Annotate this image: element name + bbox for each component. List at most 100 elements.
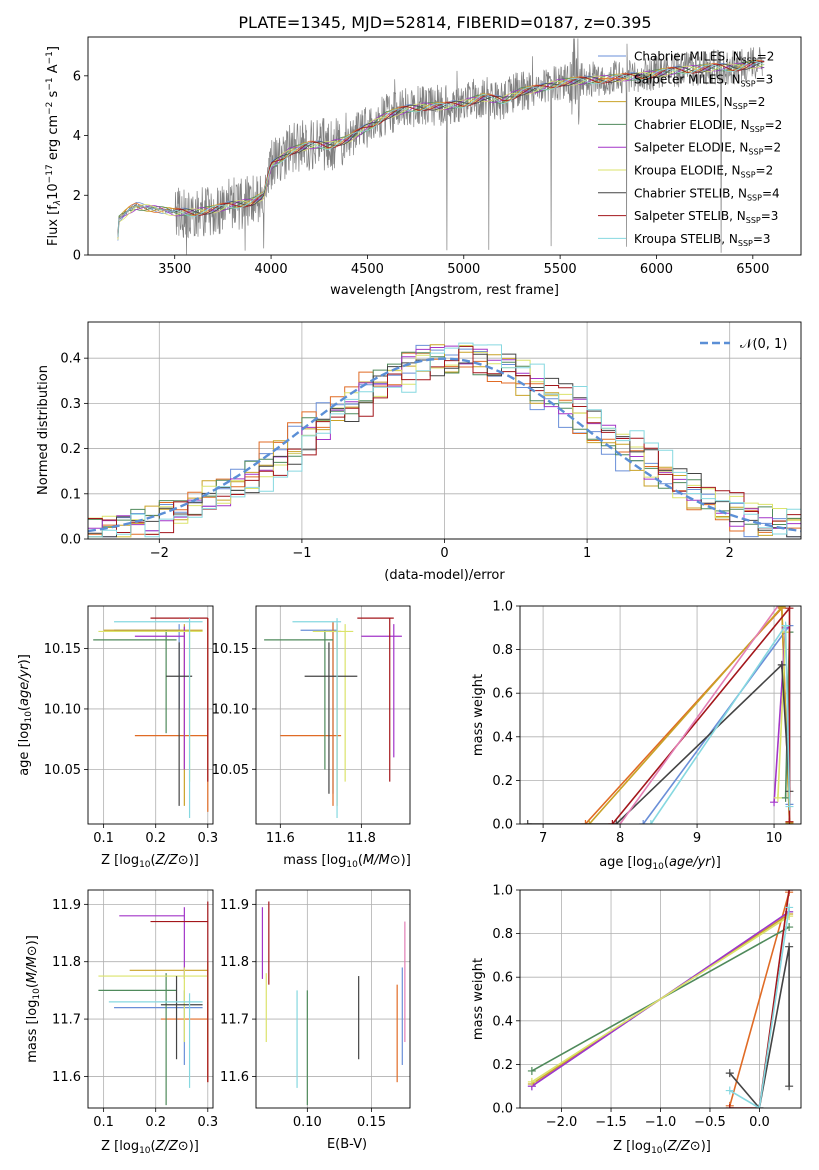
spectrum-axes: 3500 4000 4500 5000 5500 6000 6500 0 2 4 6 waveleng… (45, 36, 802, 298)
y-tick-label: 0.4 (492, 1014, 513, 1029)
label-part: ( (663, 1139, 668, 1154)
series-chabrier-miles-marker (639, 820, 648, 824)
series-salpeter-stelib (729, 890, 790, 1108)
y-tick-label: 0.4 (492, 730, 513, 745)
series-kroupa-elodie (777, 632, 787, 798)
weight_vs_age-frame (519, 605, 802, 825)
series-kroupa-stelib (729, 907, 790, 1108)
x-tick-label: 11.8 (347, 831, 376, 846)
label-part: )] (25, 935, 40, 945)
normal-curve (88, 357, 801, 533)
label-part: Z/Z⊙ (155, 1139, 189, 1154)
y-tick-label: 0.2 (492, 1058, 513, 1073)
y-tick-label: 0 (73, 249, 81, 264)
label-part: s (46, 90, 61, 101)
label-part: age [log (17, 723, 32, 776)
label-part: Z/Z⊙ (667, 1139, 701, 1154)
y-tick-label: 10.10 (44, 702, 81, 717)
legend-entry: Kroupa ELODIE, NSSP=2 (634, 164, 773, 180)
x-axis-label: Z [log10(Z/Z⊙)] (101, 1139, 199, 1156)
label-part: )] (401, 853, 411, 868)
series-salpeter-miles (729, 891, 790, 1107)
legend-sub: SSP (748, 148, 763, 157)
y-tick-label: 2 (73, 189, 81, 204)
legend-text: Chabrier ELODIE, N (634, 118, 750, 132)
x-tick-label: 0.1 (93, 1115, 114, 1130)
model-kroupa-stelib (117, 61, 765, 238)
x-tick-label: 0.3 (197, 831, 218, 846)
series-salpeter-stelib-marker (725, 1104, 734, 1108)
label-sup: −17 (45, 164, 55, 183)
label-sub: 10 (24, 711, 34, 723)
x-tick-label: 0.3 (197, 1115, 218, 1130)
legend-sub: SSP (733, 102, 748, 111)
y-axis-label: age [log10(age/yr)] (17, 654, 34, 776)
figure-title: PLATE=1345, MJD=52814, FIBERID=0187, z=0… (238, 13, 651, 32)
x-tick-label: 5000 (447, 262, 480, 277)
label-part: ( (17, 706, 32, 711)
label-part: ( (151, 853, 156, 868)
series-kroupa-elodie (531, 915, 790, 1083)
label-sub: 10 (32, 988, 42, 1000)
legend-text: =3 (753, 232, 771, 246)
observed-spectrum (117, 38, 763, 255)
series-chabrier-elodie-marker (527, 1066, 536, 1075)
series-chabrier-stelib-marker (725, 1069, 734, 1078)
legend-text: =3 (756, 72, 774, 86)
legend-entry: Chabrier MILES, NSSP=2 (634, 50, 774, 66)
label-sub: 10 (651, 1146, 663, 1156)
series-chabrier-stelib-marker (777, 660, 786, 669)
y-tick-label: 6 (73, 69, 81, 84)
model-salpeter-stelib (117, 60, 765, 238)
legend-entry: 𝒩(0, 1) (740, 337, 787, 352)
y-tick-label: 0.4 (60, 352, 81, 367)
label-part: )] (189, 853, 199, 868)
y-axis-label: Normed distribution (36, 365, 51, 495)
series-kroupa-miles-marker (585, 820, 594, 824)
y-axis-label: mass [log10(M/M⊙)] (25, 935, 42, 1063)
x-tick-label: 11.6 (266, 831, 295, 846)
x-tick-label: 0 (440, 546, 448, 561)
legend-entry: Salpeter ELODIE, NSSP=2 (634, 141, 781, 157)
x-tick-label: 6500 (736, 262, 769, 277)
residuals-frame (87, 321, 802, 540)
series-kroupa-stelib-marker (755, 1104, 764, 1108)
legend-text: Kroupa STELIB, N (634, 232, 738, 246)
label-part: )] (711, 855, 721, 870)
series-kroupa-stelib-marker (646, 820, 655, 824)
legend-sub: SSP (746, 216, 761, 225)
legend-sub: SSP (738, 239, 753, 248)
weight_vs_Z-frame (519, 889, 802, 1109)
x-tick-label: 4000 (255, 262, 288, 277)
y-tick-label: 11.8 (52, 955, 81, 970)
legend-entry: Salpeter STELIB, NSSP=3 (634, 209, 778, 225)
label-sub: λ (53, 200, 63, 206)
mass_vs_Z-plot-area (98, 901, 209, 1106)
label-part: Z/Z⊙ (155, 853, 189, 868)
label-sub: 10 (139, 860, 151, 870)
series-kroupa-elodie-marker (527, 1077, 536, 1086)
legend-text: =2 (765, 118, 783, 132)
series-salpeter-stelib-marker (608, 820, 617, 824)
legend-text: Kroupa ELODIE, N (634, 164, 741, 178)
mass_vs_Z-frame (87, 889, 214, 1109)
legend-text: Salpeter STELIB, N (634, 209, 746, 223)
x-tick-label: 2 (726, 546, 734, 561)
legend-text: =4 (762, 186, 780, 200)
series-chabrier-stelib (729, 946, 790, 1108)
label-part: Z [log (101, 853, 139, 868)
label-part: ( (151, 1139, 156, 1154)
weight_vs_Z-axes: −2.0 −1.5 −1.0 −0.5 0.0 0.0 0.2 0.4 0.6 0.8 1.0 Z [… (471, 884, 802, 1156)
age_vs_mass-plot-area (264, 617, 402, 818)
x-tick-label: −2 (150, 546, 169, 561)
x-tick-label: 3500 (158, 262, 191, 277)
x-axis-label: mass [log10(M/M⊙)] (283, 853, 411, 870)
label-part: mass [log (283, 853, 346, 868)
y-tick-label: 0.6 (492, 687, 513, 702)
x-tick-label: 0.15 (357, 1115, 386, 1130)
y-tick-label: 0.6 (492, 971, 513, 986)
label-part: age/yr (17, 663, 32, 706)
